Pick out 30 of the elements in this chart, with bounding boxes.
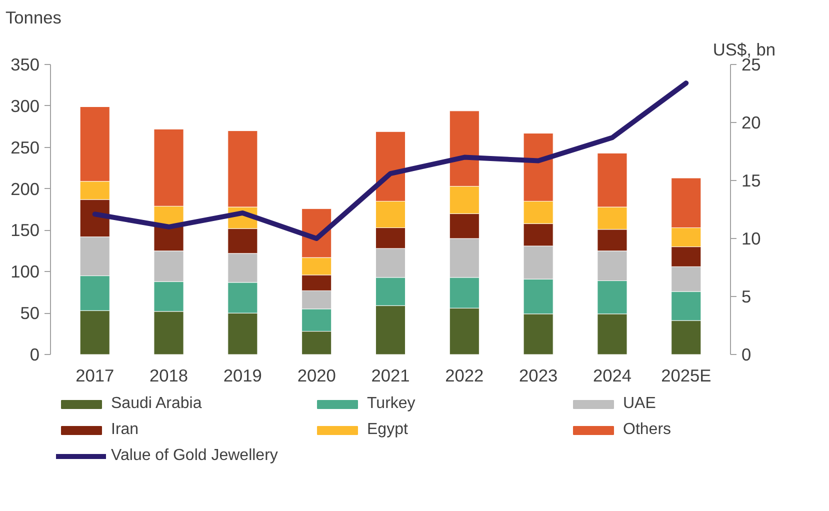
- y-tick-label: 100: [10, 262, 40, 282]
- legend-label: UAE: [623, 394, 657, 414]
- legend-label: Saudi Arabia: [111, 394, 203, 414]
- y-tick-label: 350: [10, 54, 40, 74]
- y-tick-label: 200: [10, 178, 40, 199]
- y-tick-label: 250: [10, 137, 40, 158]
- x-tick-label: 2018: [149, 366, 188, 386]
- y-tick-label: 300: [10, 96, 40, 116]
- y-tick-label: 0: [30, 344, 40, 364]
- x-tick-label: 2017: [76, 366, 114, 386]
- legend-label: Value of Gold Jewellery: [111, 446, 279, 466]
- legend-label: Egypt: [367, 420, 409, 440]
- y-tick-label: 50: [20, 303, 40, 324]
- y-axis-title: Tonnes: [6, 8, 62, 28]
- x-tick-label: 2023: [519, 366, 558, 386]
- y2-tick-label: 0: [742, 344, 752, 364]
- y2-tick-label: 10: [742, 228, 761, 248]
- y2-tick-label: 15: [742, 170, 761, 190]
- x-tick-label: 2024: [592, 366, 632, 386]
- x-tick-label: 2020: [297, 366, 336, 386]
- y2-tick-label: 20: [742, 112, 761, 132]
- x-tick-label: 2019: [223, 366, 262, 386]
- y2-tick-label: 5: [742, 286, 752, 306]
- x-tick-label: 2025E: [661, 366, 712, 386]
- x-tick-label: 2021: [371, 366, 410, 386]
- legend-label: Iran: [111, 420, 140, 440]
- legend-label: Turkey: [367, 394, 416, 414]
- x-tick-label: 2022: [445, 366, 484, 386]
- legend-label: Others: [623, 420, 672, 440]
- y-tick-label: 150: [10, 220, 40, 240]
